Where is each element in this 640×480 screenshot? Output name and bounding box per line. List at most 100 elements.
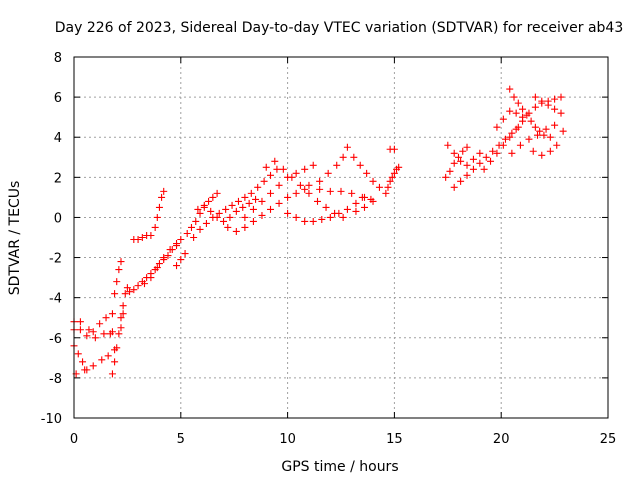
data-point [275, 181, 283, 189]
data-point [166, 246, 174, 254]
data-point [177, 236, 185, 244]
data-point [557, 93, 565, 101]
data-point [506, 107, 514, 115]
data-point [395, 163, 403, 171]
data-point [177, 256, 185, 264]
data-point [446, 167, 454, 175]
data-point [463, 161, 471, 169]
data-point [102, 314, 110, 322]
data-point [551, 121, 559, 129]
data-point [205, 197, 213, 205]
data-point [96, 320, 104, 328]
data-point [113, 344, 121, 352]
data-point [232, 207, 240, 215]
data-point [196, 209, 204, 217]
data-point [363, 169, 371, 177]
x-tick-label: 5 [177, 432, 185, 447]
data-point [119, 310, 127, 318]
data-point [241, 193, 249, 201]
y-axis-label: SDTVAR / TECUs [7, 181, 23, 296]
data-point [284, 193, 292, 201]
data-point [111, 290, 119, 298]
data-point [536, 127, 544, 135]
data-point [516, 141, 524, 149]
data-point [76, 318, 84, 326]
data-point [158, 193, 166, 201]
data-point [318, 215, 326, 223]
data-point [459, 147, 467, 155]
data-point [523, 111, 531, 119]
data-point [519, 105, 527, 113]
data-point [463, 171, 471, 179]
data-point [200, 201, 208, 209]
data-point [527, 117, 535, 125]
data-point [106, 330, 114, 338]
data-point [519, 113, 527, 121]
data-point [292, 169, 300, 177]
data-point [309, 217, 317, 225]
data-point [301, 185, 309, 193]
x-tick-labels: 0 5 10 15 20 25 [70, 432, 616, 447]
data-point [117, 314, 125, 322]
data-point [111, 358, 119, 366]
data-point [213, 189, 221, 197]
data-point [501, 135, 509, 143]
data-point [81, 366, 89, 374]
y-tick-label: -8 [49, 372, 62, 387]
data-point [262, 163, 270, 171]
data-point [333, 161, 341, 169]
data-point [546, 147, 554, 155]
data-point [247, 189, 255, 197]
data-point [271, 157, 279, 165]
grid-lines [74, 57, 608, 418]
data-point [369, 177, 377, 185]
data-point [160, 254, 168, 262]
data-point [476, 149, 484, 157]
data-point [512, 109, 520, 117]
data-point [226, 213, 234, 221]
data-point [506, 85, 514, 93]
data-point [126, 288, 134, 296]
data-point [386, 177, 394, 185]
data-point [388, 173, 396, 181]
data-point [267, 205, 275, 213]
data-point [108, 310, 116, 318]
data-point [390, 169, 398, 177]
data-point [213, 213, 221, 221]
data-point [241, 213, 249, 221]
data-point [476, 159, 484, 167]
y-tick-label: 4 [54, 131, 62, 146]
x-tick-label: 10 [279, 432, 296, 447]
data-point [173, 240, 181, 248]
data-point [260, 177, 268, 185]
data-point [499, 115, 507, 123]
data-point [85, 326, 93, 334]
data-point [551, 95, 559, 103]
data-point [506, 133, 514, 141]
chart-title: Day 226 of 2023, Sidereal Day-to-day VTE… [55, 20, 624, 36]
data-point [538, 151, 546, 159]
data-point [469, 165, 477, 173]
data-point [444, 141, 452, 149]
data-point [450, 183, 458, 191]
data-point [442, 173, 450, 181]
data-point [339, 153, 347, 161]
data-point [245, 199, 253, 207]
data-point [234, 197, 242, 205]
data-point [296, 181, 304, 189]
data-point [316, 185, 324, 193]
data-point [140, 280, 148, 288]
data-point [117, 258, 125, 266]
data-point [508, 149, 516, 157]
data-point [375, 183, 383, 191]
data-point [239, 203, 247, 211]
data-point [138, 234, 146, 241]
data-point [267, 171, 275, 179]
data-point [508, 129, 516, 137]
data-point [98, 356, 106, 364]
data-point [457, 157, 465, 165]
data-point [326, 213, 334, 221]
data-point [457, 177, 465, 185]
data-point [367, 195, 375, 203]
